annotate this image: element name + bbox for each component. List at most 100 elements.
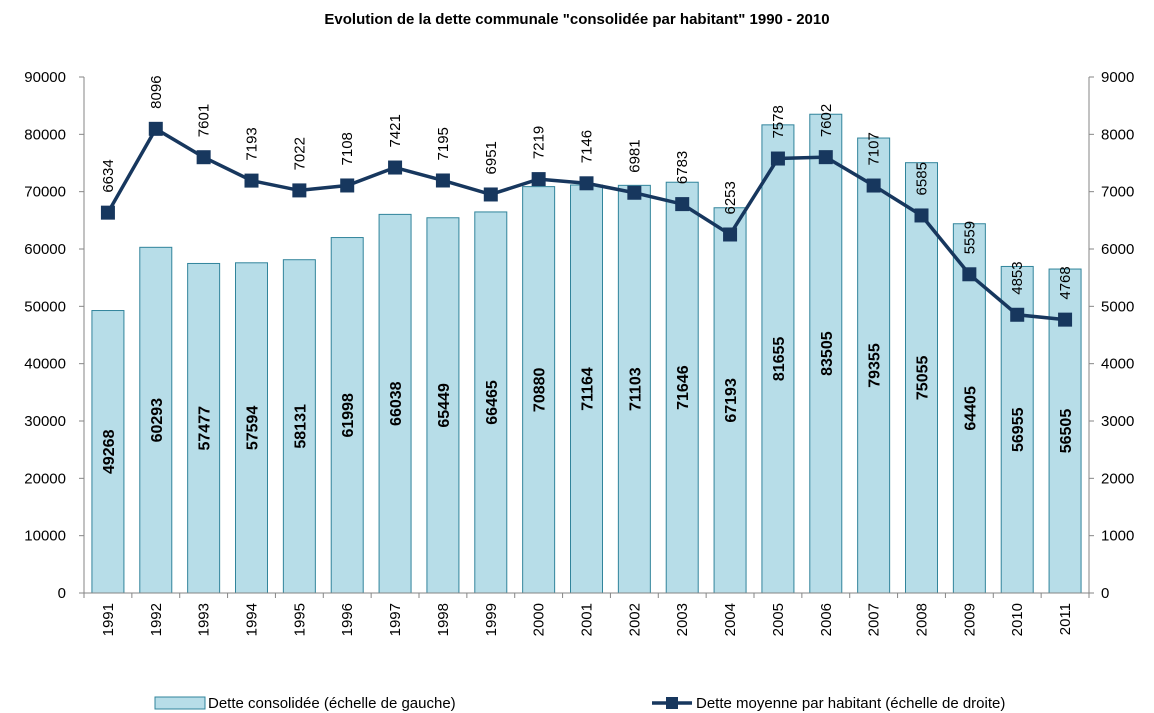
bar (187, 262, 221, 594)
bar (378, 213, 412, 594)
y2-tick-label: 9000 (1101, 69, 1134, 86)
y2-tick-label: 3000 (1101, 413, 1134, 430)
line-value-label: 7421 (387, 114, 404, 147)
x-tick-label: 2005 (770, 603, 787, 636)
line-value-label: 7578 (770, 105, 787, 138)
y2-tick-label: 1000 (1101, 528, 1134, 545)
y-tick-label: 0 (58, 585, 66, 602)
line-marker (866, 178, 881, 193)
line-value-label: 6783 (674, 151, 691, 184)
bar-value-label: 66465 (484, 380, 501, 425)
y-tick-label: 40000 (24, 356, 66, 373)
line-marker (292, 183, 307, 198)
bar (474, 211, 508, 594)
line-value-label: 7146 (579, 130, 596, 163)
line-value-label: 7193 (244, 127, 261, 160)
line-marker (627, 185, 642, 200)
line-marker (1058, 312, 1073, 327)
line-marker (148, 121, 163, 136)
x-tick-label: 1999 (483, 603, 500, 636)
legend-marker (666, 697, 678, 709)
bar (235, 262, 268, 594)
bar-value-label: 64405 (962, 386, 979, 431)
y-tick-label: 90000 (24, 69, 66, 86)
bar (330, 237, 364, 594)
x-tick-label: 2009 (961, 603, 978, 636)
bar (905, 162, 938, 594)
line-value-label: 4768 (1057, 266, 1074, 299)
y-tick-label: 30000 (24, 413, 66, 430)
bar (713, 207, 747, 594)
x-tick-label: 2001 (579, 603, 596, 636)
line-marker (100, 205, 115, 220)
bar (809, 113, 843, 594)
bar-value-label: 83505 (819, 331, 836, 376)
bar-value-label: 65449 (436, 383, 453, 428)
bar-value-label: 67193 (723, 378, 740, 423)
line-value-label: 4853 (1009, 261, 1026, 294)
x-tick-label: 2002 (626, 603, 643, 636)
legend-swatch (154, 696, 206, 710)
bar (282, 259, 316, 594)
bar (665, 181, 699, 594)
bar (617, 184, 651, 594)
bar-value-label: 81655 (771, 337, 788, 382)
x-tick-label: 2006 (818, 603, 835, 636)
line-marker (818, 150, 833, 165)
bar-value-label: 71103 (627, 367, 644, 411)
bar-value-label: 70880 (532, 367, 549, 412)
y-tick-label: 50000 (24, 298, 66, 315)
x-tick-label: 1993 (196, 603, 213, 636)
x-tick-label: 1992 (148, 603, 165, 636)
x-tick-label: 2007 (866, 603, 883, 636)
line-marker (579, 176, 594, 191)
x-tick-label: 2000 (531, 603, 548, 636)
x-tick-label: 1995 (291, 603, 308, 636)
line-marker (675, 197, 690, 212)
line-marker (770, 151, 785, 166)
x-tick-label: 2011 (1057, 603, 1074, 635)
bar-value-label: 75055 (915, 355, 932, 400)
line-marker (435, 173, 450, 188)
line-marker (914, 208, 929, 223)
line-value-label: 8096 (148, 75, 165, 108)
line-marker (388, 160, 403, 175)
bar (761, 124, 795, 594)
line-marker (531, 172, 546, 187)
line-value-label: 7022 (291, 137, 308, 170)
x-tick-label: 2004 (722, 603, 739, 636)
y2-tick-label: 2000 (1101, 470, 1134, 487)
y2-tick-label: 6000 (1101, 241, 1134, 258)
line-value-label: 7107 (866, 132, 883, 165)
bar-value-label: 56505 (1058, 409, 1075, 454)
bar-value-label: 71164 (580, 367, 597, 411)
line-marker (962, 267, 977, 282)
bar-value-label: 56955 (1010, 407, 1027, 452)
line-value-label: 7219 (531, 126, 548, 159)
x-tick-label: 2010 (1009, 603, 1026, 636)
y-tick-label: 20000 (24, 470, 66, 487)
line-value-label: 7108 (339, 132, 356, 165)
y2-tick-label: 5000 (1101, 298, 1134, 315)
y-tick-label: 70000 (24, 184, 66, 201)
y2-tick-label: 0 (1101, 585, 1109, 602)
line-value-label: 6585 (914, 162, 931, 195)
bar-value-label: 71646 (675, 365, 692, 410)
bar (570, 184, 603, 594)
bar-value-label: 60293 (149, 398, 166, 443)
y2-tick-label: 7000 (1101, 184, 1134, 201)
x-tick-label: 1998 (435, 603, 452, 636)
bar-value-label: 57477 (197, 406, 214, 451)
line-value-label: 6951 (483, 141, 500, 174)
x-tick-label: 2008 (914, 603, 931, 636)
bar-value-label: 79355 (867, 343, 884, 388)
y-tick-label: 10000 (24, 528, 66, 545)
x-tick-label: 1994 (244, 603, 261, 636)
line-value-label: 6981 (626, 139, 643, 172)
bar-value-label: 66038 (388, 381, 405, 426)
y2-tick-label: 8000 (1101, 126, 1134, 143)
y-tick-label: 60000 (24, 241, 66, 258)
line-marker (483, 187, 498, 202)
chart-title: Evolution de la dette communale "consoli… (324, 11, 829, 28)
